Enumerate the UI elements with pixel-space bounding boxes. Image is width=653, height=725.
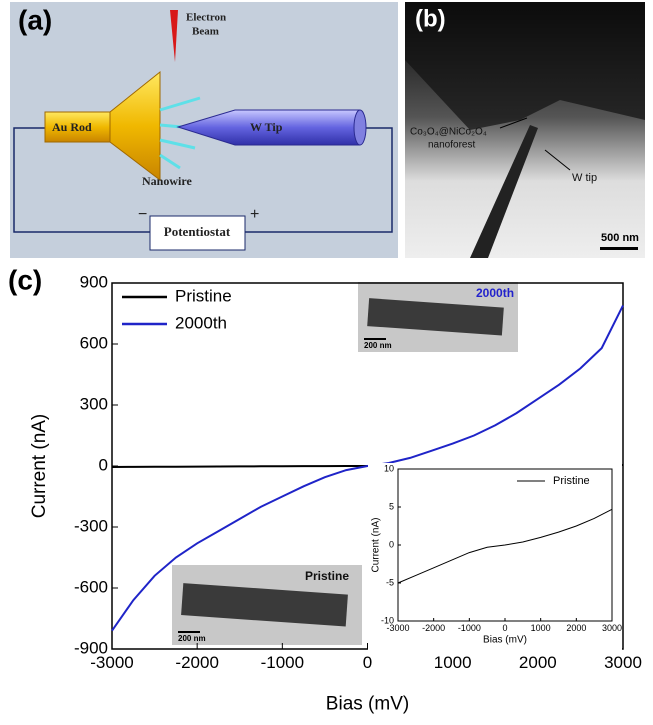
wire-label: Nanowire: [142, 174, 192, 188]
x-tick-label: 3000: [604, 653, 642, 672]
x-tick-label: 0: [363, 653, 372, 672]
scale-label: 200 nm: [364, 341, 392, 350]
y-tick-label: 10: [384, 463, 394, 473]
inset-label: Pristine: [305, 569, 349, 583]
legend-label: Pristine: [553, 475, 590, 487]
y-tick-label: -5: [386, 577, 394, 587]
material-label: nanoforest: [428, 140, 475, 151]
x-axis-label: Bias (mV): [326, 694, 409, 715]
panel-label: (c): [8, 264, 42, 295]
panel-c: (c): [8, 264, 42, 295]
x-tick-label: 0: [502, 623, 507, 633]
y-tick-label: -10: [381, 615, 394, 625]
y-tick-label: -600: [74, 577, 108, 596]
x-axis-label: Bias (mV): [483, 635, 527, 646]
tip-label: W tip: [572, 172, 597, 184]
y-tick-label: -900: [74, 638, 108, 657]
panel-label: (a): [18, 4, 52, 35]
legend-label: Pristine: [175, 286, 232, 305]
legend-label: 2000th: [175, 313, 227, 332]
beam-label: Electron: [186, 12, 226, 24]
y-tick-label: 5: [389, 501, 394, 511]
panel-label: (b): [415, 5, 446, 32]
x-tick-label: 2000: [519, 653, 557, 672]
y-tick-label: 0: [389, 539, 394, 549]
x-tick-label: 3000: [602, 623, 622, 633]
x-tick-label: -1000: [458, 623, 481, 633]
y-tick-label: -300: [74, 516, 108, 535]
plus-label: +: [250, 206, 259, 223]
panel-b: (b) Co₃O₄@NiCo₂O₄ nanoforest W tip 500 n…: [405, 2, 645, 258]
x-tick-label: 1000: [434, 653, 472, 672]
tip-label: W Tip: [250, 120, 283, 134]
y-tick-label: 300: [80, 394, 108, 413]
y-tick-label: 0: [99, 455, 108, 474]
y-tick-label: 900: [80, 272, 108, 291]
inset-label: 2000th: [476, 286, 514, 300]
rod-label: Au Rod: [52, 120, 92, 134]
w-tip-end: [354, 110, 366, 145]
y-axis-label: Current (nA): [29, 414, 50, 519]
panel-a: (a) Electron Beam Au Rod W Tip Nanowire …: [10, 2, 398, 258]
x-tick-label: 2000: [566, 623, 586, 633]
x-tick-label: -2000: [175, 653, 218, 672]
scale-label: 200 nm: [178, 634, 206, 643]
scale-bar: [178, 631, 200, 633]
scale-label: 500 nm: [601, 232, 639, 244]
scale-bar: [600, 247, 638, 250]
x-tick-label: 1000: [531, 623, 551, 633]
x-tick-label: -2000: [422, 623, 445, 633]
x-tick-label: -1000: [261, 653, 304, 672]
scale-bar: [364, 338, 386, 340]
box-label: Potentiostat: [164, 224, 231, 239]
minus-label: −: [138, 206, 147, 223]
figure: (a) Electron Beam Au Rod W Tip Nanowire …: [0, 0, 653, 725]
y-tick-label: 600: [80, 333, 108, 352]
y-axis-label: Current (nA): [371, 517, 382, 572]
material-label: Co₃O₄@NiCo₂O₄: [410, 127, 487, 138]
beam-label: Beam: [192, 26, 219, 38]
